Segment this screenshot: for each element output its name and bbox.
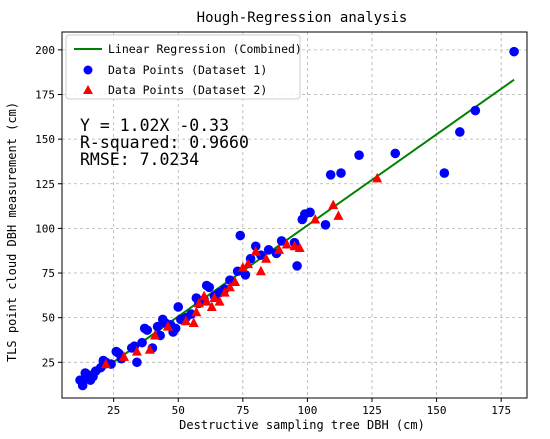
plot-frame — [61, 31, 528, 399]
dataset-1-point — [276, 236, 287, 246]
dataset-1-point — [186, 309, 196, 319]
annotation-rmse: RMSE: 7.0234 — [80, 150, 199, 169]
dataset-2-point — [144, 344, 155, 354]
y-tick-label: 25 — [42, 356, 55, 369]
dataset-2-point — [250, 246, 261, 256]
y-axis-label: TLS point cloud DBH measurement (cm) — [5, 102, 19, 362]
dataset-1-point — [240, 270, 251, 280]
dataset-2-point — [201, 296, 212, 306]
dataset-2-point — [243, 258, 253, 269]
y-tick-label: 150 — [35, 133, 55, 146]
legend-box — [65, 34, 301, 100]
dataset-1-point — [132, 357, 142, 368]
dataset-1-point — [390, 148, 401, 159]
y-tick-label: 50 — [42, 312, 55, 325]
y-ticks: 25 50 75 100 125 150 175 200 — [35, 44, 62, 369]
y-tick-label: 175 — [35, 88, 55, 101]
dataset-2-point — [150, 330, 160, 340]
x-tick-label: 25 — [107, 404, 120, 417]
legend-triangle-swatch — [83, 85, 93, 94]
dataset-1-point — [173, 302, 184, 312]
dataset-2-point — [255, 265, 266, 276]
dataset-1-point — [439, 168, 450, 178]
dataset-2-point — [372, 172, 383, 183]
chart-title: Hough-Regression analysis — [197, 10, 408, 26]
dataset-2-point — [119, 351, 129, 361]
dataset-1-point — [137, 337, 147, 348]
x-ticks: 25 50 75 100 125 150 175 — [107, 398, 511, 417]
legend-label-regression: Linear Regression (Combined) — [108, 42, 302, 56]
legend-circle-swatch — [83, 65, 93, 75]
legend-label-dataset-1: Data Points (Dataset 1) — [108, 63, 267, 77]
regression-line-group — [79, 78, 515, 387]
dataset-2-point — [131, 346, 142, 356]
dataset-1-point — [235, 230, 246, 241]
dataset-2-point — [261, 253, 272, 263]
dataset-1-point — [80, 368, 91, 378]
data-points — [75, 46, 519, 391]
dataset-1-point — [509, 46, 519, 57]
x-tick-label: 75 — [236, 404, 249, 417]
dataset-2-point — [294, 242, 305, 253]
dataset-1-point — [204, 282, 215, 293]
dataset-1-point — [336, 168, 346, 178]
x-tick-label: 150 — [427, 404, 447, 417]
dataset-2-point — [219, 287, 230, 297]
x-tick-label: 50 — [172, 404, 185, 417]
dataset-1-point — [142, 325, 153, 335]
y-tick-label: 75 — [42, 267, 55, 280]
dataset-1-point — [455, 127, 465, 137]
x-tick-label: 175 — [491, 404, 511, 417]
x-tick-label: 125 — [362, 404, 382, 417]
dataset-1-point — [77, 380, 88, 391]
dataset-2-point — [100, 358, 111, 369]
y-tick-label: 200 — [35, 44, 55, 57]
legend-label-dataset-2: Data Points (Dataset 2) — [108, 83, 267, 97]
dataset-1-point — [152, 321, 163, 332]
dataset-2-point — [214, 296, 225, 306]
x-tick-label: 100 — [297, 404, 317, 417]
dataset-2-point — [230, 276, 241, 286]
dataset-2-point — [193, 297, 204, 308]
dataset-1-point — [170, 323, 181, 334]
dataset-2-point — [181, 315, 191, 326]
regression-annotation: Y = 1.02X -0.33 R-squared: 0.9660 RMSE: … — [80, 116, 249, 169]
regression-line — [79, 78, 515, 387]
dataset-2-point — [281, 238, 292, 249]
dataset-2-point — [209, 292, 220, 303]
dataset-1-point — [325, 170, 336, 180]
dataset-1-point — [320, 220, 331, 230]
dataset-1-point — [263, 245, 274, 255]
dataset-2-point — [237, 262, 248, 272]
dataset-2-point — [191, 306, 202, 317]
dataset-1-point — [305, 207, 315, 218]
dataset-2-point — [328, 199, 339, 210]
y-tick-label: 100 — [35, 222, 55, 235]
dataset-2-point — [188, 317, 199, 328]
dataset-2-point — [274, 244, 284, 254]
dataset-1-point — [470, 105, 481, 116]
legend: Linear Regression (Combined) Data Points… — [65, 34, 302, 100]
dataset-2-point — [333, 210, 344, 220]
dataset-1-point — [354, 150, 364, 160]
dataset-2-point — [206, 301, 217, 311]
y-tick-label: 125 — [35, 178, 55, 191]
dataset-1-point — [292, 261, 302, 271]
x-axis-label: Destructive sampling tree DBH (cm) — [179, 418, 425, 432]
dataset-2-point — [162, 321, 173, 331]
annotation-r-squared: R-squared: 0.9660 — [80, 133, 249, 152]
dataset-2-point — [310, 213, 321, 224]
annotation-equation: Y = 1.02X -0.33 — [80, 116, 229, 135]
dataset-2-point — [224, 281, 235, 292]
